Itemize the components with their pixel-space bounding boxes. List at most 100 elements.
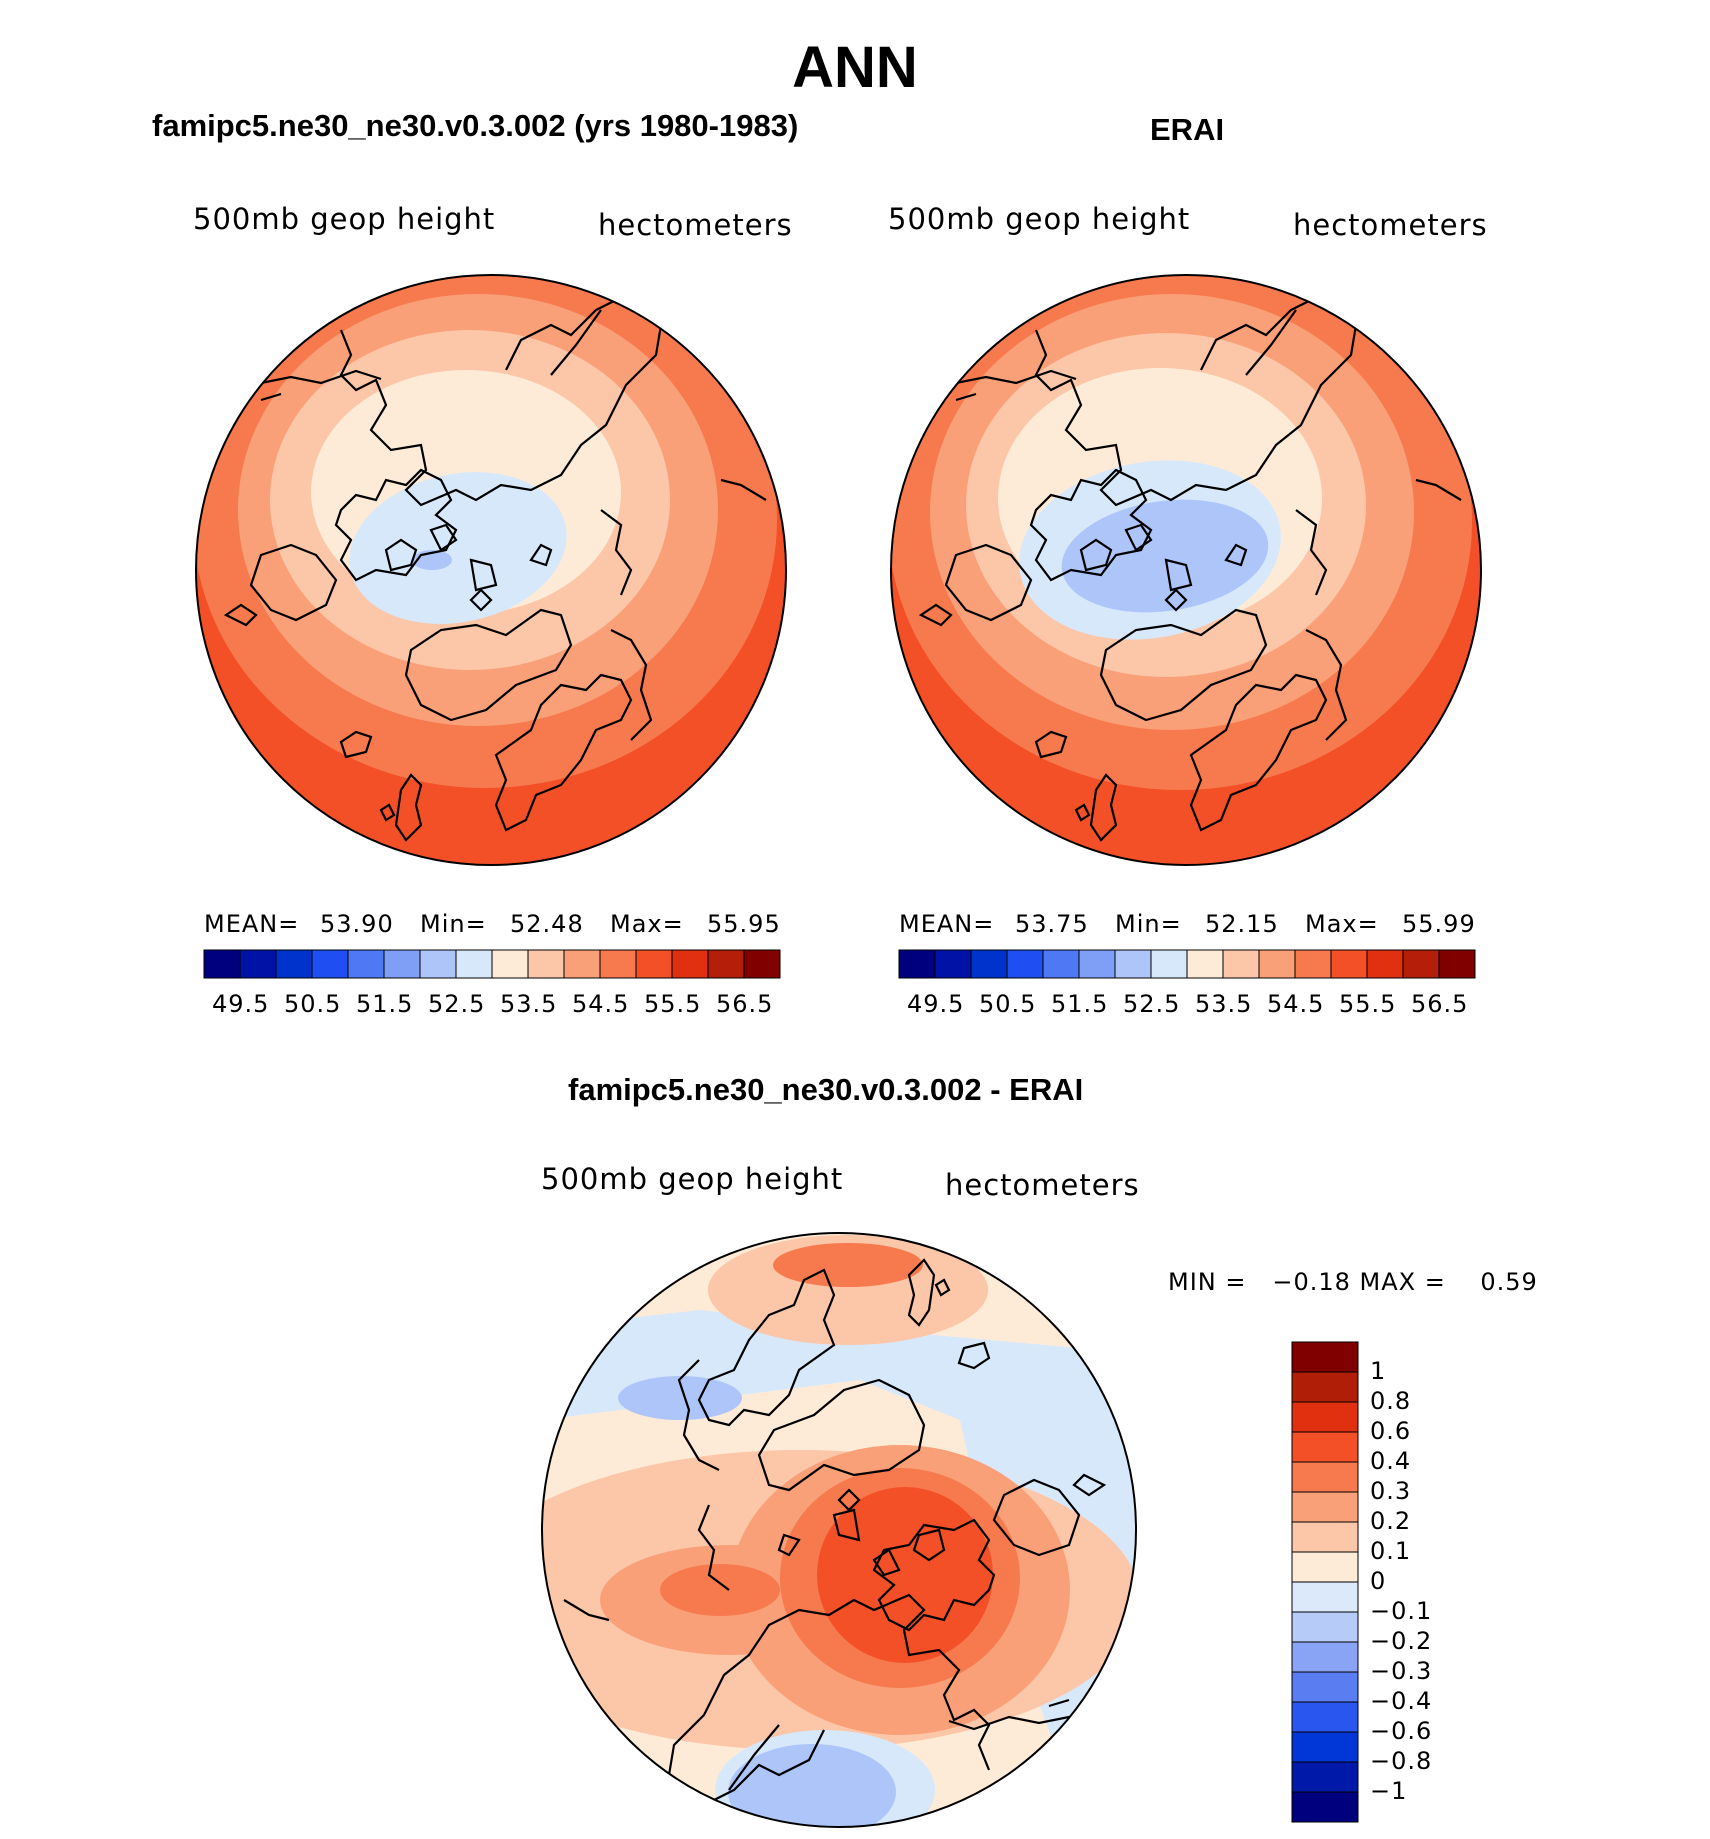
panel-2-colorbar-swatch bbox=[1330, 949, 1368, 979]
panel-2-colorbar-swatch bbox=[1402, 949, 1440, 979]
panel-1-colorbar-swatch bbox=[527, 949, 565, 979]
panel-1-colorbar-tick-label: 56.5 bbox=[716, 990, 774, 1018]
difference-map bbox=[542, 1233, 1136, 1827]
panel-1-colorbar-tick-label: 52.5 bbox=[428, 990, 486, 1018]
difference-colorbar-tick-label: −0.6 bbox=[1370, 1717, 1433, 1745]
panel-2-colorbar-tick-label: 52.5 bbox=[1123, 990, 1181, 1018]
difference-colorbar-swatch bbox=[1291, 1701, 1359, 1733]
difference-colorbar-swatch bbox=[1291, 1581, 1359, 1613]
panel-2-map-border bbox=[890, 274, 1482, 866]
panel-1-colorbar-swatch bbox=[347, 949, 385, 979]
panel-1-colorbar-swatch bbox=[311, 949, 349, 979]
panel-2-colorbar-swatch bbox=[1186, 949, 1224, 979]
panel-1-colorbar bbox=[203, 949, 781, 979]
difference-colorbar-tick-label: 0.1 bbox=[1370, 1537, 1412, 1565]
panel-1-map-border bbox=[195, 274, 787, 866]
difference-title: famipc5.ne30_ne30.v0.3.002 - ERAI bbox=[568, 1072, 1084, 1107]
panel-1-min-value: 52.48 bbox=[510, 910, 584, 938]
panel-1-colorbar-swatch bbox=[743, 949, 781, 979]
panel-2-colorbar-swatch bbox=[1042, 949, 1080, 979]
difference-colorbar-tick-label: −0.8 bbox=[1370, 1747, 1433, 1775]
panel-2-colorbar-tick-label: 55.5 bbox=[1339, 990, 1397, 1018]
panel-2-variable: 500mb geop height bbox=[888, 202, 1191, 236]
panel-2-colorbar-swatch bbox=[934, 949, 972, 979]
difference-units: hectometers bbox=[945, 1168, 1140, 1202]
difference-colorbar-tick-label: −0.1 bbox=[1370, 1597, 1433, 1625]
panel-2-units: hectometers bbox=[1293, 208, 1488, 242]
panel-2-colorbar-swatch bbox=[1258, 949, 1296, 979]
difference-colorbar-tick-label: 1 bbox=[1370, 1357, 1387, 1385]
panel-2-colorbar-tick-label: 50.5 bbox=[979, 990, 1037, 1018]
panel-2-colorbar-swatch bbox=[1150, 949, 1188, 979]
panel-1-map bbox=[196, 275, 786, 865]
difference-colorbar-tick-label: 0.8 bbox=[1370, 1387, 1412, 1415]
panel-2-colorbar-swatch bbox=[898, 949, 936, 979]
difference-colorbar-tick-label: 0.3 bbox=[1370, 1477, 1412, 1505]
panel-2-colorbar-swatch bbox=[1222, 949, 1260, 979]
difference-colorbar-swatch bbox=[1291, 1431, 1359, 1463]
difference-colorbar-tick-label: 0.6 bbox=[1370, 1417, 1412, 1445]
panel-2-mean-value: 53.75 bbox=[1015, 910, 1089, 938]
panel-1-colorbar-swatch bbox=[275, 949, 313, 979]
difference-variable: 500mb geop height bbox=[541, 1162, 844, 1196]
panel-2-max-label: Max= bbox=[1305, 910, 1379, 938]
panel-1-mean-value: 53.90 bbox=[320, 910, 394, 938]
panel-2-max-value: 55.99 bbox=[1402, 910, 1476, 938]
main-title: ANN bbox=[792, 35, 918, 100]
panel-2-colorbar-tick-label: 56.5 bbox=[1411, 990, 1469, 1018]
panel-2-mean-label: MEAN= bbox=[899, 910, 995, 938]
difference-colorbar-tick-label: 0 bbox=[1370, 1567, 1387, 1595]
panel-2-colorbar-tick-label: 53.5 bbox=[1195, 990, 1253, 1018]
panel-2-colorbar-swatch bbox=[1114, 949, 1152, 979]
panel-1-colorbar-swatch bbox=[671, 949, 709, 979]
difference-colorbar-swatch bbox=[1291, 1641, 1359, 1673]
panel-2-colorbar-tick-label: 51.5 bbox=[1051, 990, 1109, 1018]
difference-colorbar-swatch bbox=[1291, 1401, 1359, 1433]
panel-1-variable: 500mb geop height bbox=[193, 202, 496, 236]
panel-1-colorbar-swatch bbox=[203, 949, 241, 979]
difference-colorbar-swatch bbox=[1291, 1521, 1359, 1553]
panel-1-colorbar-swatch bbox=[455, 949, 493, 979]
panel-1-colorbar-swatch bbox=[707, 949, 745, 979]
panel-2-min-value: 52.15 bbox=[1205, 910, 1279, 938]
panel-2-colorbar-swatch bbox=[1078, 949, 1116, 979]
panel-2-colorbar-swatch bbox=[970, 949, 1008, 979]
panel-1-min-label: Min= bbox=[420, 910, 487, 938]
difference-colorbar-swatch bbox=[1291, 1341, 1359, 1373]
difference-map-border bbox=[541, 1232, 1137, 1828]
panel-1-colorbar-swatch bbox=[599, 949, 637, 979]
panel-1-colorbar-tick-label: 51.5 bbox=[356, 990, 414, 1018]
panel-1-max-label: Max= bbox=[610, 910, 684, 938]
panel-2-colorbar-swatch bbox=[1438, 949, 1476, 979]
panel-2-colorbar-swatch bbox=[1294, 949, 1332, 979]
panel-1-colorbar-tick-label: 50.5 bbox=[284, 990, 342, 1018]
panel-1-mean-label: MEAN= bbox=[204, 910, 300, 938]
difference-colorbar-swatch bbox=[1291, 1461, 1359, 1493]
panel-1-max-value: 55.95 bbox=[707, 910, 781, 938]
panel-2-colorbar bbox=[898, 949, 1476, 979]
panel-2-title: ERAI bbox=[1150, 112, 1225, 147]
difference-colorbar-swatch bbox=[1291, 1671, 1359, 1703]
panel-2-min-label: Min= bbox=[1115, 910, 1182, 938]
difference-colorbar-swatch bbox=[1291, 1791, 1359, 1823]
panel-2-colorbar-tick-label: 49.5 bbox=[907, 990, 965, 1018]
difference-colorbar-swatch bbox=[1291, 1731, 1359, 1763]
difference-colorbar-tick-label: −0.3 bbox=[1370, 1657, 1433, 1685]
difference-minmax: MIN = −0.18 MAX = 0.59 bbox=[1168, 1268, 1538, 1296]
panel-1-colorbar-swatch bbox=[563, 949, 601, 979]
panel-2-map bbox=[891, 275, 1481, 865]
difference-colorbar-tick-label: −1 bbox=[1370, 1777, 1408, 1805]
difference-colorbar-tick-label: 0.2 bbox=[1370, 1507, 1412, 1535]
panel-1-colorbar-swatch bbox=[383, 949, 421, 979]
difference-colorbar-swatch bbox=[1291, 1611, 1359, 1643]
panel-1-colorbar-tick-label: 49.5 bbox=[212, 990, 270, 1018]
panel-1-colorbar-tick-label: 53.5 bbox=[500, 990, 558, 1018]
panel-1-title: famipc5.ne30_ne30.v0.3.002 (yrs 1980-198… bbox=[152, 108, 799, 143]
panel-1-colorbar-swatch bbox=[239, 949, 277, 979]
panel-1-colorbar-swatch bbox=[635, 949, 673, 979]
difference-colorbar-swatch bbox=[1291, 1491, 1359, 1523]
panel-1-colorbar-tick-label: 55.5 bbox=[644, 990, 702, 1018]
difference-colorbar bbox=[1291, 1341, 1359, 1823]
difference-colorbar-swatch bbox=[1291, 1371, 1359, 1403]
